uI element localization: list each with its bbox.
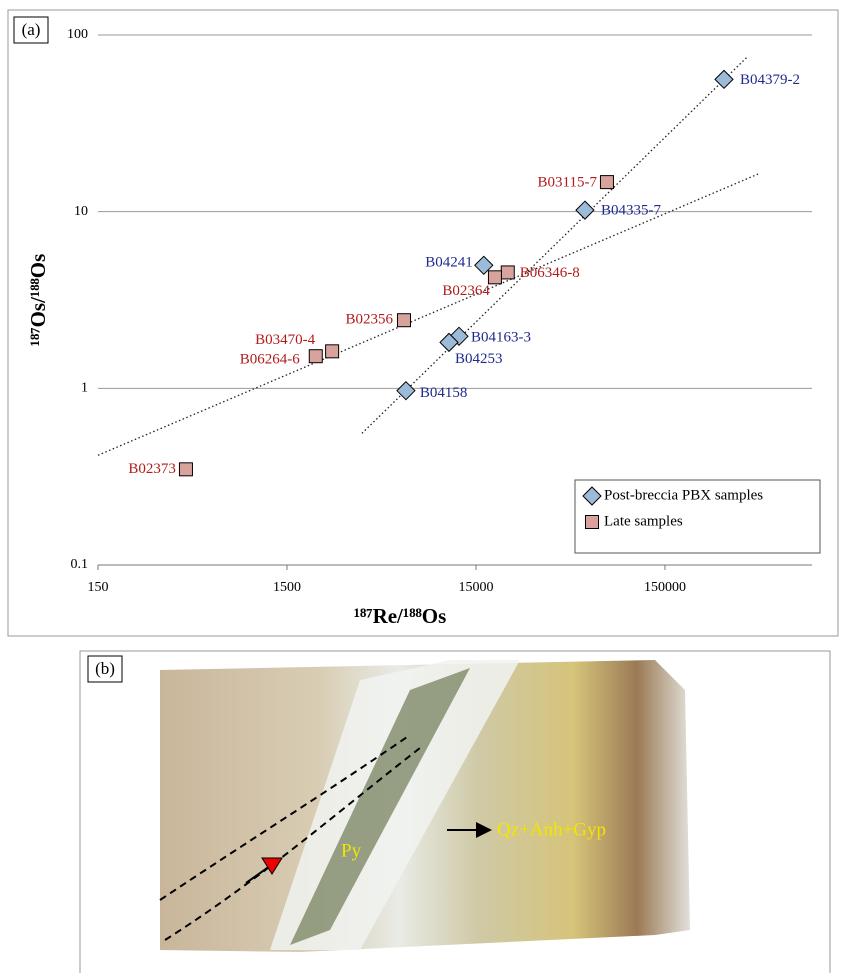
point-label: B04163-3: [471, 330, 531, 346]
y-tick-label: 1: [81, 381, 88, 396]
point-label: B02373: [128, 461, 176, 477]
annotation: Qz+Anh+Gyp: [497, 819, 606, 840]
point-label: B06346-8: [520, 265, 580, 281]
y-tick-label: 0.1: [71, 557, 89, 572]
photo: [160, 660, 690, 952]
legend-label: Late samples: [604, 513, 683, 529]
point-label: B04253: [455, 351, 503, 367]
x-tick-label: 15000: [458, 580, 493, 595]
point-label: B04335-7: [601, 203, 662, 219]
panel-label: (a): [22, 20, 41, 39]
x-axis-label: ¹⁸⁷Re/¹⁸⁸Os: [354, 604, 447, 628]
page: (a) 0.1 1 10 100 150 1500 15000 150000 ¹⁸⁷Re/¹⁸⁸…: [0, 0, 847, 978]
point: [501, 266, 514, 279]
y-tick-label: 100: [67, 27, 88, 42]
trendline: [362, 56, 748, 433]
point-label: B06264-6: [240, 352, 301, 368]
point: [309, 350, 322, 363]
point: [576, 201, 594, 219]
panel-label: (b): [95, 659, 115, 678]
point-label: B03115-7: [538, 175, 598, 191]
point: [326, 345, 339, 358]
point: [600, 176, 613, 189]
point: [488, 271, 501, 284]
point-label: B04241: [425, 255, 473, 271]
point-label: B02364: [442, 283, 490, 299]
annotation: Py: [341, 840, 362, 861]
point-label: B02356: [345, 312, 393, 328]
point-label: B04379-2: [740, 72, 800, 88]
figure: (a) 0.1 1 10 100 150 1500 15000 150000 ¹⁸⁷Re/¹⁸⁸…: [0, 0, 847, 973]
x-tick-label: 150: [88, 580, 109, 595]
x-tick-label: 150000: [644, 580, 686, 595]
point-label: B03470-4: [255, 332, 316, 348]
point-label: B04158: [420, 385, 468, 401]
x-tick-label: 1500: [273, 580, 301, 595]
legend-marker: [586, 516, 599, 529]
y-tick-label: 10: [74, 204, 88, 219]
legend-label: Post-breccia PBX samples: [604, 487, 763, 503]
y-axis-label: ¹⁸⁷Os/¹⁸⁸Os: [26, 254, 50, 347]
plot: 0.1 1 10 100 150 1500 15000 150000 ¹⁸⁷Re/¹⁸⁸Os ¹⁸…: [26, 27, 820, 628]
point: [179, 463, 192, 476]
point: [397, 314, 410, 327]
